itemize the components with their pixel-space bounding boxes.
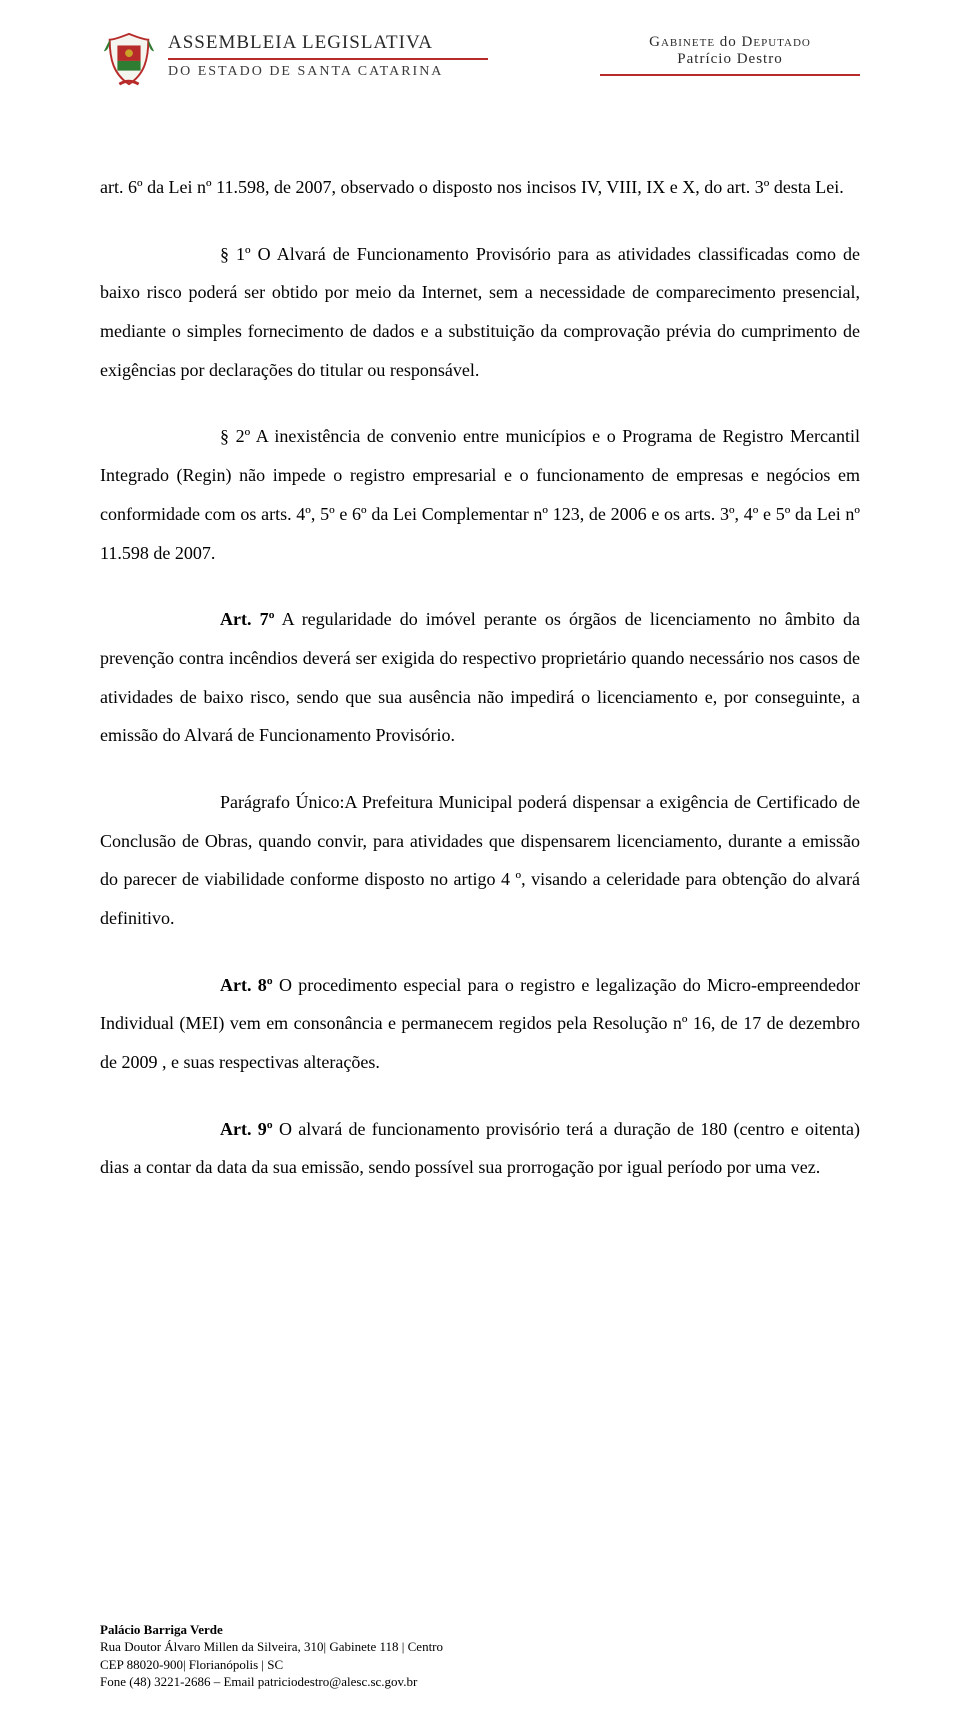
cabinet-line1: Gabinete do Deputado: [600, 34, 860, 51]
assembly-subtitle: do Estado de Santa Catarina: [168, 64, 488, 80]
header-left-separator: [168, 58, 488, 60]
document-page: Assembleia Legislativa do Estado de Sant…: [0, 0, 960, 1721]
cabinet-word-gabinete: Gabinete: [649, 34, 715, 50]
cabinet-word-deputado: Deputado: [742, 34, 811, 50]
article-8: Art. 8º O procedimento especial para o r…: [100, 966, 860, 1082]
footer-address: Rua Doutor Álvaro Millen da Silveira, 31…: [100, 1638, 443, 1656]
footer-contact: Fone (48) 3221-2686 – Email patriciodest…: [100, 1673, 443, 1691]
letterhead-header: Assembleia Legislativa do Estado de Sant…: [100, 30, 860, 88]
state-crest-icon: [100, 30, 158, 88]
article-7-lead: Art. 7º: [220, 609, 275, 629]
article-7: Art. 7º A regularidade do imóvel perante…: [100, 600, 860, 755]
paragraph-1o: § 1º O Alvará de Funcionamento Provisóri…: [100, 235, 860, 390]
deputy-name: Patrício Destro: [600, 51, 860, 68]
paragrafo-unico: Parágrafo Único:A Prefeitura Municipal p…: [100, 783, 860, 938]
article-8-lead: Art. 8º: [220, 975, 273, 995]
letterhead-footer: Palácio Barriga Verde Rua Doutor Álvaro …: [100, 1621, 443, 1691]
article-9-lead: Art. 9º: [220, 1119, 273, 1139]
article-8-text: O procedimento especial para o registro …: [100, 975, 860, 1072]
header-right: Gabinete do Deputado Patrício Destro: [600, 34, 860, 76]
paragraph-2o: § 2º A inexistência de convenio entre mu…: [100, 417, 860, 572]
cabinet-word-do: do: [715, 34, 742, 50]
assembly-title: Assembleia Legislativa: [168, 32, 488, 54]
header-left-text: Assembleia Legislativa do Estado de Sant…: [168, 30, 488, 80]
footer-cep: CEP 88020-900| Florianópolis | SC: [100, 1656, 443, 1674]
header-right-separator: [600, 74, 860, 76]
footer-building: Palácio Barriga Verde: [100, 1621, 443, 1639]
document-body: art. 6º da Lei nº 11.598, de 2007, obser…: [100, 168, 860, 1187]
paragraph-continuation: art. 6º da Lei nº 11.598, de 2007, obser…: [100, 168, 860, 207]
article-9: Art. 9º O alvará de funcionamento provis…: [100, 1110, 860, 1187]
article-9-text: O alvará de funcionamento provisório ter…: [100, 1119, 860, 1178]
article-7-text: A regularidade do imóvel perante os órgã…: [100, 609, 860, 745]
header-left: Assembleia Legislativa do Estado de Sant…: [100, 30, 488, 88]
